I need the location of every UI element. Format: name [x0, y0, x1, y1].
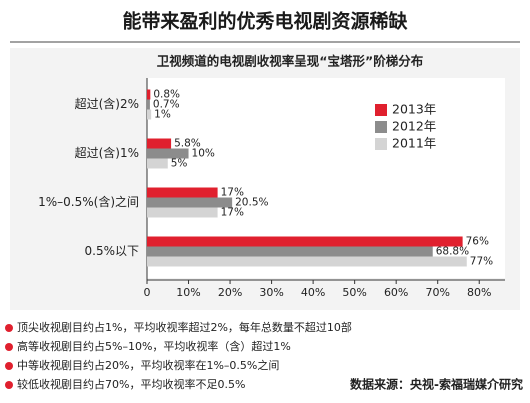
- bar: [147, 246, 433, 257]
- note: 高等收视剧目约占5%–10%，平均收视率（含）超过1%: [17, 339, 291, 353]
- bar: [147, 138, 172, 149]
- x-tick-label: 20%: [218, 286, 242, 299]
- legend-swatch: [375, 138, 387, 150]
- bar: [147, 197, 233, 208]
- note: 中等收视剧目约占20%，平均收视率在1%–0.5%之间: [17, 358, 279, 372]
- x-tick-label: 80%: [467, 286, 491, 299]
- note: 顶尖收视剧目约占1%，平均收视率超过2%，每年总数量不超过10部: [17, 320, 352, 334]
- y-tick-label: 1%–0.5%(含)之间: [38, 194, 139, 209]
- x-tick-label: 40%: [301, 286, 325, 299]
- y-tick-label: 超过(含)1%: [75, 145, 139, 160]
- value-label: 17%: [221, 207, 244, 219]
- bar: [147, 89, 151, 100]
- note-bullet: [5, 324, 13, 332]
- value-label: 76%: [466, 236, 489, 248]
- note-bullet: [5, 343, 13, 351]
- bar: [147, 109, 152, 120]
- note: 较低收视剧目约占70%，平均收视率不足0.5%: [17, 377, 245, 391]
- value-label: 0.8%: [153, 89, 180, 101]
- value-label: 77%: [470, 256, 493, 268]
- chart-subtitle: 卫视频道的电视剧收视率呈现“宝塔形”阶梯分布: [157, 54, 424, 69]
- legend-label: 2011年: [392, 136, 436, 151]
- chart-title: 能带来盈利的优秀电视剧资源稀缺: [122, 10, 408, 33]
- value-label: 1%: [154, 109, 171, 121]
- source: 数据来源：央视-索福瑞媒介研究: [350, 377, 523, 392]
- legend-swatch: [375, 104, 387, 116]
- legend-label: 2013年: [392, 102, 436, 117]
- bar: [147, 236, 463, 247]
- bar: [147, 256, 467, 267]
- value-label: 17%: [221, 187, 244, 199]
- bar: [147, 148, 189, 159]
- value-label: 5.8%: [174, 138, 201, 150]
- x-tick-label: 10%: [176, 286, 200, 299]
- x-tick-label: 0: [144, 286, 151, 299]
- bar: [147, 99, 150, 110]
- bar: [147, 187, 218, 198]
- bar: [147, 158, 168, 169]
- value-label: 20.5%: [235, 197, 268, 209]
- x-tick-label: 50%: [342, 286, 366, 299]
- value-label: 10%: [192, 148, 215, 160]
- value-label: 5%: [171, 158, 188, 170]
- y-tick-label: 超过(含)2%: [75, 96, 139, 111]
- legend-label: 2012年: [392, 119, 436, 134]
- value-label: 68.8%: [436, 246, 469, 258]
- bar: [147, 207, 218, 218]
- note-bullet: [5, 362, 13, 370]
- x-tick-label: 70%: [425, 286, 449, 299]
- x-tick-label: 30%: [259, 286, 283, 299]
- legend-swatch: [375, 121, 387, 133]
- note-bullet: [5, 381, 13, 389]
- y-tick-label: 0.5%以下: [85, 244, 140, 258]
- value-label: 0.7%: [153, 99, 180, 111]
- x-tick-label: 60%: [384, 286, 408, 299]
